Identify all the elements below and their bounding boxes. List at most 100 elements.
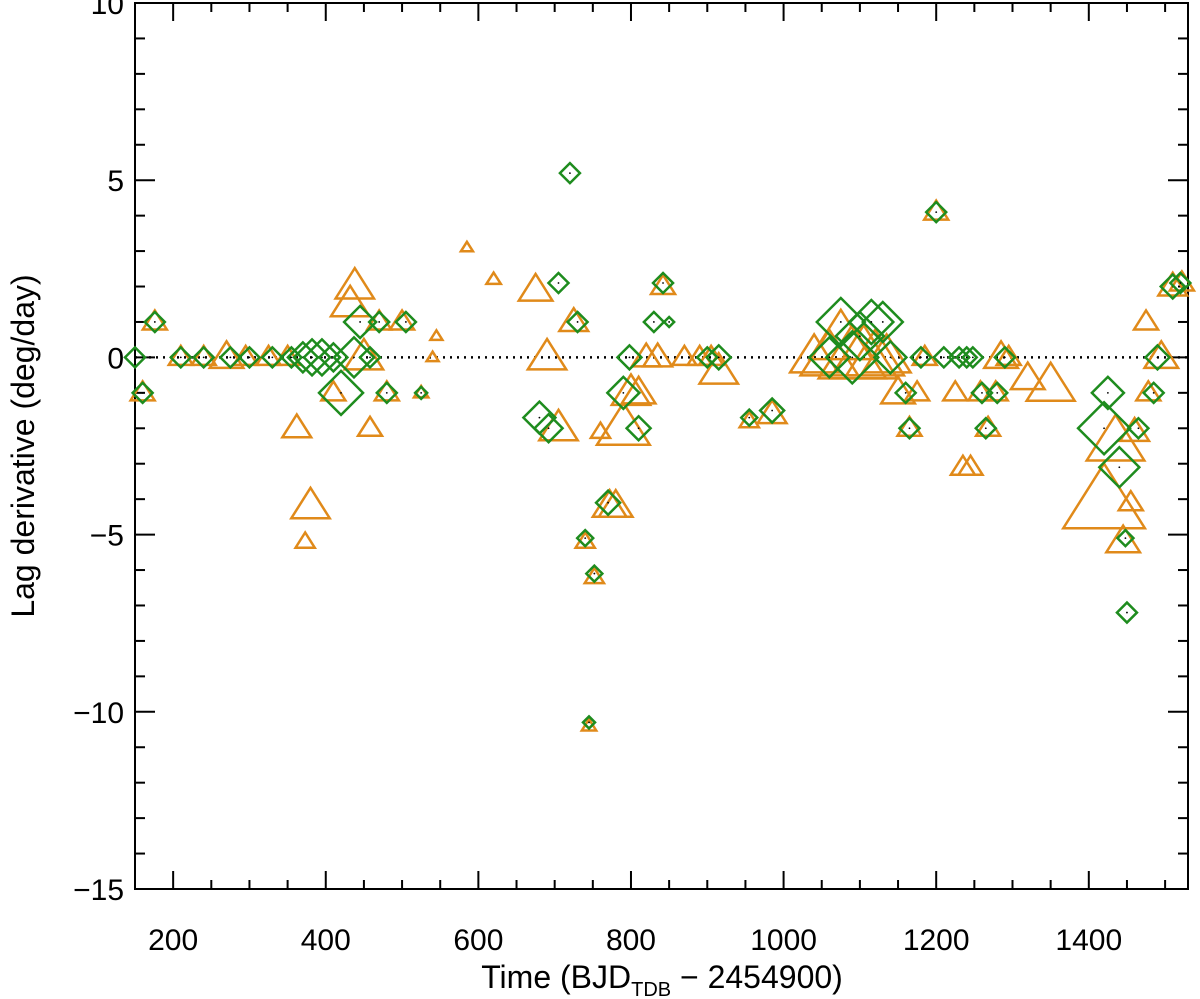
point-center-dot [748, 416, 751, 419]
triangle-point [1084, 412, 1147, 462]
x-tick-label: 1000 [750, 924, 817, 957]
triangle-point [207, 338, 246, 370]
diamond-point [1090, 375, 1126, 411]
point-center-dot [1106, 391, 1109, 394]
diamond-point [1168, 271, 1193, 295]
triangle-point [280, 412, 314, 439]
diamond-point [961, 345, 985, 370]
point-center-dot [858, 335, 861, 338]
diamond-point [872, 339, 909, 376]
triangle-point [289, 485, 332, 520]
point-center-dot [1156, 356, 1159, 359]
y-tick-label: 5 [107, 165, 124, 198]
triangle-point [1131, 308, 1161, 331]
point-center-dot [153, 321, 156, 323]
diamond-point [1143, 343, 1172, 372]
triangle-point [355, 414, 385, 438]
point-center-dot [981, 391, 983, 394]
triangle-point [596, 487, 635, 518]
diamond-point [143, 310, 167, 334]
point-center-dot [538, 416, 541, 419]
point-center-dot [179, 356, 182, 359]
point-center-dot [340, 391, 342, 394]
diamond-point [286, 340, 320, 375]
triangle-point [293, 530, 318, 549]
diamond-point [605, 375, 642, 411]
diamond-point [909, 345, 933, 370]
triangle-point [594, 400, 653, 447]
point-center-dot [593, 572, 596, 575]
triangle-point [342, 336, 386, 371]
x-axis-ticks: 200 400 600 800 1000 1200 1400 [134, 3, 1167, 957]
point-center-dot [870, 321, 873, 323]
diamond-point [758, 396, 786, 425]
point-center-dot [141, 391, 144, 394]
triangle-point [333, 265, 377, 300]
diamond-point [861, 300, 905, 344]
triangle-point [895, 414, 924, 438]
point-center-dot [881, 321, 884, 323]
diamond-point [662, 315, 676, 329]
point-center-dot [668, 321, 671, 323]
x-tick-label: 1200 [903, 924, 970, 957]
point-center-dot [904, 391, 907, 394]
diamond-point [302, 337, 342, 378]
x-tick-label: 200 [148, 924, 198, 957]
point-center-dot [385, 391, 388, 394]
point-center-dot [229, 356, 232, 359]
triangle-point [1060, 461, 1148, 530]
diamond-point [317, 369, 365, 417]
point-center-dot [404, 321, 407, 323]
diamond-point [615, 343, 644, 372]
point-center-dot [652, 321, 655, 323]
x-tick-label: 1400 [1055, 924, 1122, 957]
diamond-point [169, 345, 193, 370]
triangle-point [557, 305, 591, 333]
triangle-point [328, 283, 372, 318]
point-center-dot [965, 356, 968, 359]
y-axis-ticks: −15 −10 −5 0 5 10 [73, 0, 1188, 907]
point-center-dot [353, 356, 355, 359]
triangle-point [902, 378, 932, 402]
triangle-point [428, 328, 445, 342]
point-center-dot [584, 537, 587, 540]
y-axis-label: Lag derivative (deg/day) [5, 274, 41, 617]
point-center-dot [828, 356, 831, 359]
triangle-point [424, 349, 441, 363]
point-center-dot [971, 356, 974, 359]
diamond-point [575, 528, 595, 548]
point-center-dot [576, 321, 579, 323]
diamond-point [375, 381, 399, 405]
point-center-dot [984, 427, 987, 430]
triangle-point [1008, 360, 1047, 391]
diamond-point [1141, 381, 1166, 405]
triangle-point [981, 338, 1021, 370]
point-center-dot [588, 721, 590, 724]
triangle-point [619, 374, 658, 405]
triangle-point [319, 378, 348, 402]
diamond-point [970, 381, 994, 405]
diamond-point [704, 343, 733, 372]
y-tick-label: −5 [90, 520, 124, 553]
point-center-dot [851, 356, 854, 359]
triangle-point [878, 374, 918, 405]
y-tick-label: −15 [73, 874, 124, 907]
diamond-point [342, 304, 378, 340]
triangle-point [1134, 378, 1163, 402]
triangle-point [1104, 523, 1143, 554]
diamond-point [1076, 400, 1132, 457]
point-center-dot [622, 391, 625, 394]
diamond-point [260, 345, 285, 370]
point-center-dot [607, 501, 609, 504]
point-center-dot [1179, 282, 1182, 284]
diamond-point [191, 345, 216, 370]
diamond-point [1115, 528, 1136, 548]
point-center-dot [290, 356, 293, 359]
diamond-point [581, 714, 597, 731]
point-center-dot [378, 321, 381, 323]
diamond-point [974, 416, 998, 441]
point-center-dot [1124, 537, 1127, 540]
diamond-point [624, 414, 653, 443]
point-center-dot [202, 356, 205, 359]
